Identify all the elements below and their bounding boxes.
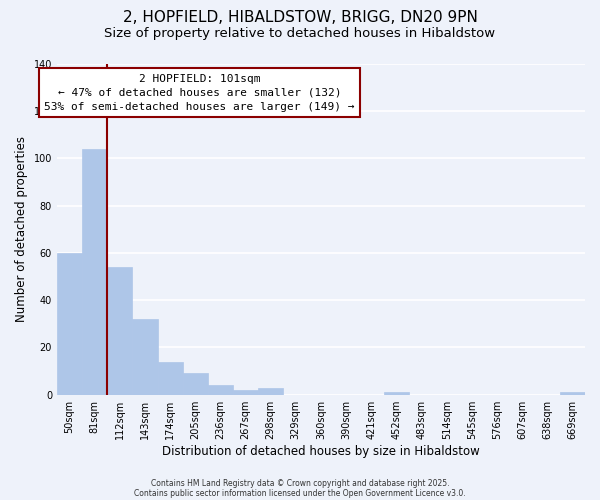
- Bar: [133, 319, 158, 394]
- Y-axis label: Number of detached properties: Number of detached properties: [15, 136, 28, 322]
- X-axis label: Distribution of detached houses by size in Hibaldstow: Distribution of detached houses by size …: [162, 444, 480, 458]
- Text: Contains HM Land Registry data © Crown copyright and database right 2025.: Contains HM Land Registry data © Crown c…: [151, 478, 449, 488]
- Text: 2, HOPFIELD, HIBALDSTOW, BRIGG, DN20 9PN: 2, HOPFIELD, HIBALDSTOW, BRIGG, DN20 9PN: [122, 10, 478, 25]
- Text: Contains public sector information licensed under the Open Government Licence v3: Contains public sector information licen…: [134, 488, 466, 498]
- Bar: [82, 149, 107, 394]
- Bar: [560, 392, 585, 394]
- Bar: [182, 374, 208, 394]
- Bar: [107, 267, 133, 394]
- Text: Size of property relative to detached houses in Hibaldstow: Size of property relative to detached ho…: [104, 28, 496, 40]
- Bar: [158, 362, 182, 394]
- Bar: [208, 386, 233, 394]
- Bar: [233, 390, 258, 394]
- Bar: [258, 388, 283, 394]
- Bar: [57, 253, 82, 394]
- Bar: [384, 392, 409, 394]
- Text: 2 HOPFIELD: 101sqm
← 47% of detached houses are smaller (132)
53% of semi-detach: 2 HOPFIELD: 101sqm ← 47% of detached hou…: [44, 74, 355, 112]
